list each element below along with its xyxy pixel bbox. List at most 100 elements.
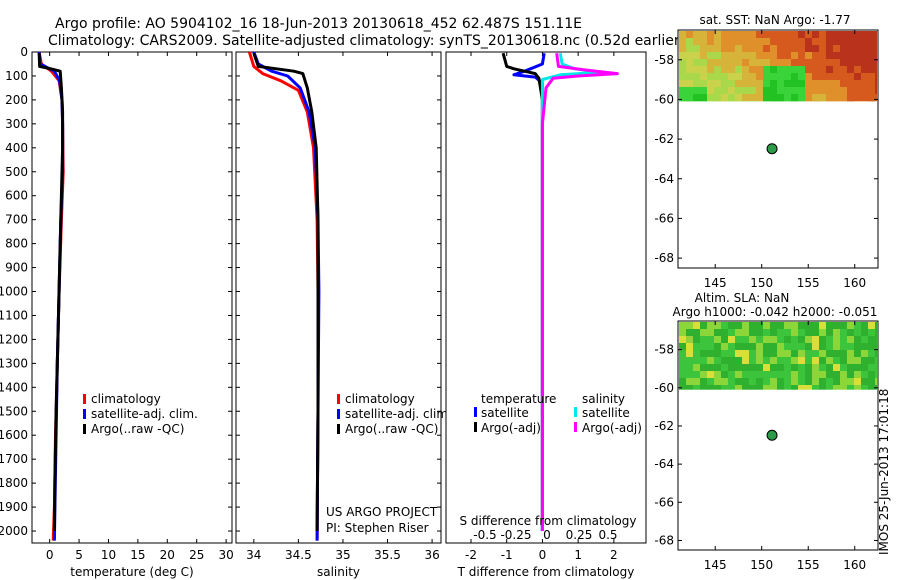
map-cell	[847, 343, 854, 350]
map-cell	[798, 343, 805, 350]
map-cell	[714, 385, 721, 390]
x-tick-label: 160	[843, 558, 866, 572]
map-cell	[693, 329, 700, 336]
map-cell	[854, 66, 861, 73]
map-cell	[700, 31, 707, 38]
map-cell	[700, 343, 707, 350]
map-cell	[868, 322, 875, 329]
map-cell	[826, 80, 833, 87]
map-cell	[868, 336, 875, 343]
map-cell	[868, 371, 875, 378]
map-cell	[679, 38, 686, 45]
series-line	[540, 52, 619, 531]
map-cell	[798, 38, 805, 45]
map-cell	[770, 52, 777, 59]
map-cell	[784, 66, 791, 73]
map-cell	[868, 87, 875, 94]
map-cell	[861, 87, 868, 94]
map-cell	[791, 52, 798, 59]
map-cell	[784, 52, 791, 59]
map-cell	[861, 385, 868, 390]
map-cell	[749, 350, 756, 357]
map-cell	[693, 87, 700, 94]
map-cell	[777, 94, 784, 101]
map-cell	[770, 336, 777, 343]
map-cell	[791, 385, 798, 390]
map-cell	[875, 66, 877, 73]
map-cell	[784, 364, 791, 371]
map-cell	[735, 329, 742, 336]
map-cell	[833, 38, 840, 45]
map-title: Altim. SLA: NaN	[695, 291, 790, 305]
map-cell	[798, 87, 805, 94]
map-cell	[693, 385, 700, 390]
y-tick-label: 1500	[0, 404, 28, 418]
map-cell	[679, 371, 686, 378]
map-cell	[686, 343, 693, 350]
map-cell	[819, 364, 826, 371]
map-cell	[840, 80, 847, 87]
map-cell	[847, 73, 854, 80]
map-cell	[840, 322, 847, 329]
y-tick-label: 600	[5, 189, 28, 203]
y-tick-label: 1800	[0, 476, 28, 490]
map-cell	[847, 350, 854, 357]
map-cell	[749, 94, 756, 101]
map-cell	[728, 94, 735, 101]
map-cell	[686, 73, 693, 80]
map-cell	[861, 73, 868, 80]
map-cell	[861, 31, 868, 38]
map-cell	[791, 371, 798, 378]
map-cell	[679, 357, 686, 364]
map-cell	[742, 94, 749, 101]
map-cell	[679, 94, 686, 101]
map-cell	[840, 94, 847, 101]
map-cell	[714, 59, 721, 66]
map-cell	[693, 73, 700, 80]
map-cell	[819, 73, 826, 80]
map-cell	[875, 371, 877, 378]
map-cell	[728, 87, 735, 94]
x-tick-label: 160	[843, 276, 866, 290]
s-axis-label: S difference from climatology	[460, 514, 637, 528]
map-cell	[854, 371, 861, 378]
map-cell	[735, 357, 742, 364]
map-cell	[805, 364, 812, 371]
map-cell	[791, 87, 798, 94]
x-tick-label: 10	[101, 548, 116, 562]
map-cell	[826, 343, 833, 350]
legend-entry: climatology	[345, 392, 415, 406]
map-cell	[763, 329, 770, 336]
map-cell	[686, 94, 693, 101]
map-cell	[721, 66, 728, 73]
map-cell	[735, 385, 742, 390]
map-cell	[861, 357, 868, 364]
map-cell	[707, 350, 714, 357]
map-cell	[812, 336, 819, 343]
map-cell	[840, 364, 847, 371]
map-cell	[840, 371, 847, 378]
map-cell	[686, 38, 693, 45]
map-cell	[700, 52, 707, 59]
map-cell	[777, 343, 784, 350]
map-cell	[798, 385, 805, 390]
map-cell	[742, 357, 749, 364]
map-cell	[700, 38, 707, 45]
map-cell	[798, 357, 805, 364]
s-tick-label: -0.5	[473, 528, 496, 542]
map-cell	[763, 357, 770, 364]
legend-entry: Argo(..raw -QC)	[345, 422, 438, 436]
map-cell	[721, 336, 728, 343]
map-cell	[763, 385, 770, 390]
map-cell	[847, 38, 854, 45]
map-cell	[826, 350, 833, 357]
map-cell	[686, 59, 693, 66]
map-cell	[728, 364, 735, 371]
map-cell	[679, 87, 686, 94]
map-cell	[700, 385, 707, 390]
map-cell	[833, 80, 840, 87]
y-tick-label: 1100	[0, 308, 28, 322]
map-cell	[735, 364, 742, 371]
x-tick-label: 34	[246, 548, 261, 562]
map-cell	[714, 364, 721, 371]
